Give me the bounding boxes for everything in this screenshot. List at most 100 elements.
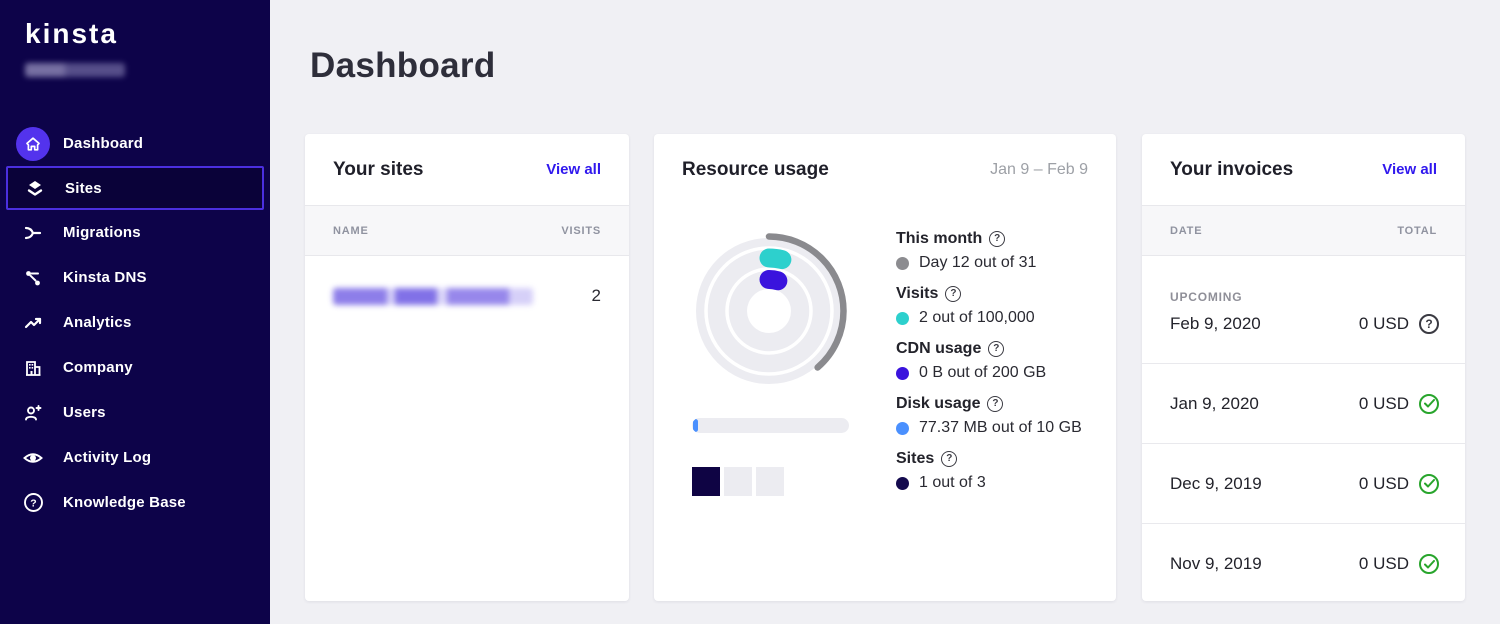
invoice-total: 0 USD xyxy=(1358,554,1409,573)
invoice-date: Nov 9, 2019 xyxy=(1170,554,1262,573)
sidebar-item-company[interactable]: Company xyxy=(0,345,270,390)
stat-label: Visits xyxy=(896,285,939,302)
sidebar-item-sites[interactable]: Sites xyxy=(6,166,264,210)
help-icon[interactable]: ? xyxy=(989,231,1006,247)
stat-label: This month xyxy=(896,230,983,247)
invoice-date: Feb 9, 2020 xyxy=(1170,313,1261,333)
invoices-table-header: DATE TOTAL xyxy=(1142,205,1465,256)
resource-card-title: Resource usage xyxy=(682,158,829,180)
sites-usage-squares xyxy=(692,467,784,496)
sidebar-item-analytics[interactable]: Analytics xyxy=(0,300,270,345)
stat-value: 77.37 MB out of 10 GB xyxy=(919,419,1082,436)
indigo-dot xyxy=(896,366,909,380)
sidebar-item-users[interactable]: Users xyxy=(0,390,270,435)
layers-icon xyxy=(23,176,47,200)
column-visits: VISITS xyxy=(561,224,601,237)
your-sites-card: Your sites View all NAME VISITS 2 xyxy=(305,134,629,601)
teal-dot xyxy=(896,311,909,325)
main-content: Dashboard Your sites View all NAME VISIT… xyxy=(270,0,1500,624)
site-square-used xyxy=(692,467,720,496)
sidebar-item-label: Dashboard xyxy=(63,135,144,152)
blue-dot xyxy=(896,421,909,435)
invoice-paid-check-icon[interactable] xyxy=(1419,473,1439,494)
stat-cdn-usage: CDN usage? 0 B out of 200 GB xyxy=(896,340,1096,382)
disk-usage-bar xyxy=(692,418,849,433)
sidebar-item-label: Analytics xyxy=(63,314,132,331)
upcoming-label: UPCOMING xyxy=(1170,289,1243,304)
resource-stats-list: This month? Day 12 out of 31 Visits? 2 o… xyxy=(896,230,1096,492)
resource-date-range: Jan 9 – Feb 9 xyxy=(990,160,1088,178)
dns-icon xyxy=(21,266,45,290)
resource-usage-card: Resource usage Jan 9 – Feb 9 xyxy=(654,134,1116,601)
stat-value: 2 out of 100,000 xyxy=(919,309,1035,326)
kinsta-logo: kinsta xyxy=(25,18,118,49)
stat-disk-usage: Disk usage? 77.37 MB out of 10 GB xyxy=(896,395,1096,437)
eye-icon xyxy=(21,446,45,470)
trending-up-icon xyxy=(21,311,45,335)
sidebar: kinsta Dashboard Sites Migrations xyxy=(0,0,270,624)
stat-label: CDN usage xyxy=(896,340,982,357)
company-name-redacted[interactable] xyxy=(25,63,125,77)
column-total: TOTAL xyxy=(1397,224,1437,237)
stat-sites: Sites? 1 out of 3 xyxy=(896,450,1096,492)
table-row[interactable]: Jan 9, 2020 0 USD xyxy=(1142,364,1465,444)
table-row[interactable]: Dec 9, 2019 0 USD xyxy=(1142,444,1465,524)
svg-text:?: ? xyxy=(30,497,36,509)
sidebar-item-label: Users xyxy=(63,404,106,421)
page-title: Dashboard xyxy=(310,46,496,85)
invoice-total: 0 USD xyxy=(1358,393,1409,413)
sidebar-item-label: Knowledge Base xyxy=(63,494,186,511)
disk-usage-bar-fill xyxy=(693,419,698,432)
sidebar-item-kinsta-dns[interactable]: Kinsta DNS xyxy=(0,255,270,300)
table-row[interactable]: UPCOMING Feb 9, 2020 0 USD ? xyxy=(1142,256,1465,364)
help-icon[interactable]: ? xyxy=(987,396,1004,412)
table-row[interactable]: Nov 9, 2019 0 USD xyxy=(1142,524,1465,604)
your-invoices-card: Your invoices View all DATE TOTAL UPCOMI… xyxy=(1142,134,1465,601)
help-icon[interactable]: ? xyxy=(988,341,1005,357)
invoice-paid-check-icon[interactable] xyxy=(1419,393,1439,414)
invoice-date: Dec 9, 2019 xyxy=(1170,473,1262,493)
navy-dot xyxy=(896,476,909,490)
invoice-total: 0 USD xyxy=(1358,313,1409,333)
invoice-paid-check-icon[interactable] xyxy=(1419,554,1439,574)
site-name-redacted[interactable] xyxy=(333,287,533,305)
stat-value: Day 12 out of 31 xyxy=(919,254,1037,271)
sidebar-item-label: Company xyxy=(63,359,133,376)
sites-view-all-link[interactable]: View all xyxy=(546,161,601,178)
sidebar-item-activity-log[interactable]: Activity Log xyxy=(0,435,270,480)
help-icon: ? xyxy=(21,491,45,515)
table-row[interactable]: 2 xyxy=(305,256,629,336)
sidebar-item-migrations[interactable]: Migrations xyxy=(0,210,270,255)
sites-table-header: NAME VISITS xyxy=(305,205,629,256)
invoice-total: 0 USD xyxy=(1358,473,1409,493)
stat-label: Sites xyxy=(896,450,935,467)
invoices-view-all-link[interactable]: View all xyxy=(1382,161,1437,178)
invoice-pending-icon[interactable]: ? xyxy=(1419,313,1439,334)
sidebar-item-knowledge-base[interactable]: ? Knowledge Base xyxy=(0,480,270,525)
stat-visits: Visits? 2 out of 100,000 xyxy=(896,285,1096,327)
gray-dot xyxy=(896,256,909,270)
resource-usage-radial-chart xyxy=(691,233,847,389)
migrations-icon xyxy=(21,221,45,245)
site-square-free xyxy=(724,467,752,496)
column-date: DATE xyxy=(1170,224,1203,237)
site-square-free xyxy=(756,467,784,496)
sidebar-item-label: Kinsta DNS xyxy=(63,269,147,286)
sites-card-title: Your sites xyxy=(333,158,424,180)
ring-this-month xyxy=(691,233,847,389)
ring-cdn-usage xyxy=(728,270,810,352)
sidebar-item-label: Migrations xyxy=(63,224,141,241)
ring-visits xyxy=(706,248,832,374)
site-visits-value: 2 xyxy=(591,286,601,305)
sidebar-item-label: Activity Log xyxy=(63,449,152,466)
sidebar-item-dashboard[interactable]: Dashboard xyxy=(0,121,270,166)
sidebar-nav: Dashboard Sites Migrations Kinsta DNS xyxy=(0,121,270,525)
stat-label: Disk usage xyxy=(896,395,981,412)
help-icon[interactable]: ? xyxy=(945,286,962,302)
column-name: NAME xyxy=(333,224,369,237)
home-icon xyxy=(16,126,50,161)
help-icon[interactable]: ? xyxy=(941,451,958,467)
user-add-icon xyxy=(21,401,45,425)
stat-value: 0 B out of 200 GB xyxy=(919,364,1047,381)
